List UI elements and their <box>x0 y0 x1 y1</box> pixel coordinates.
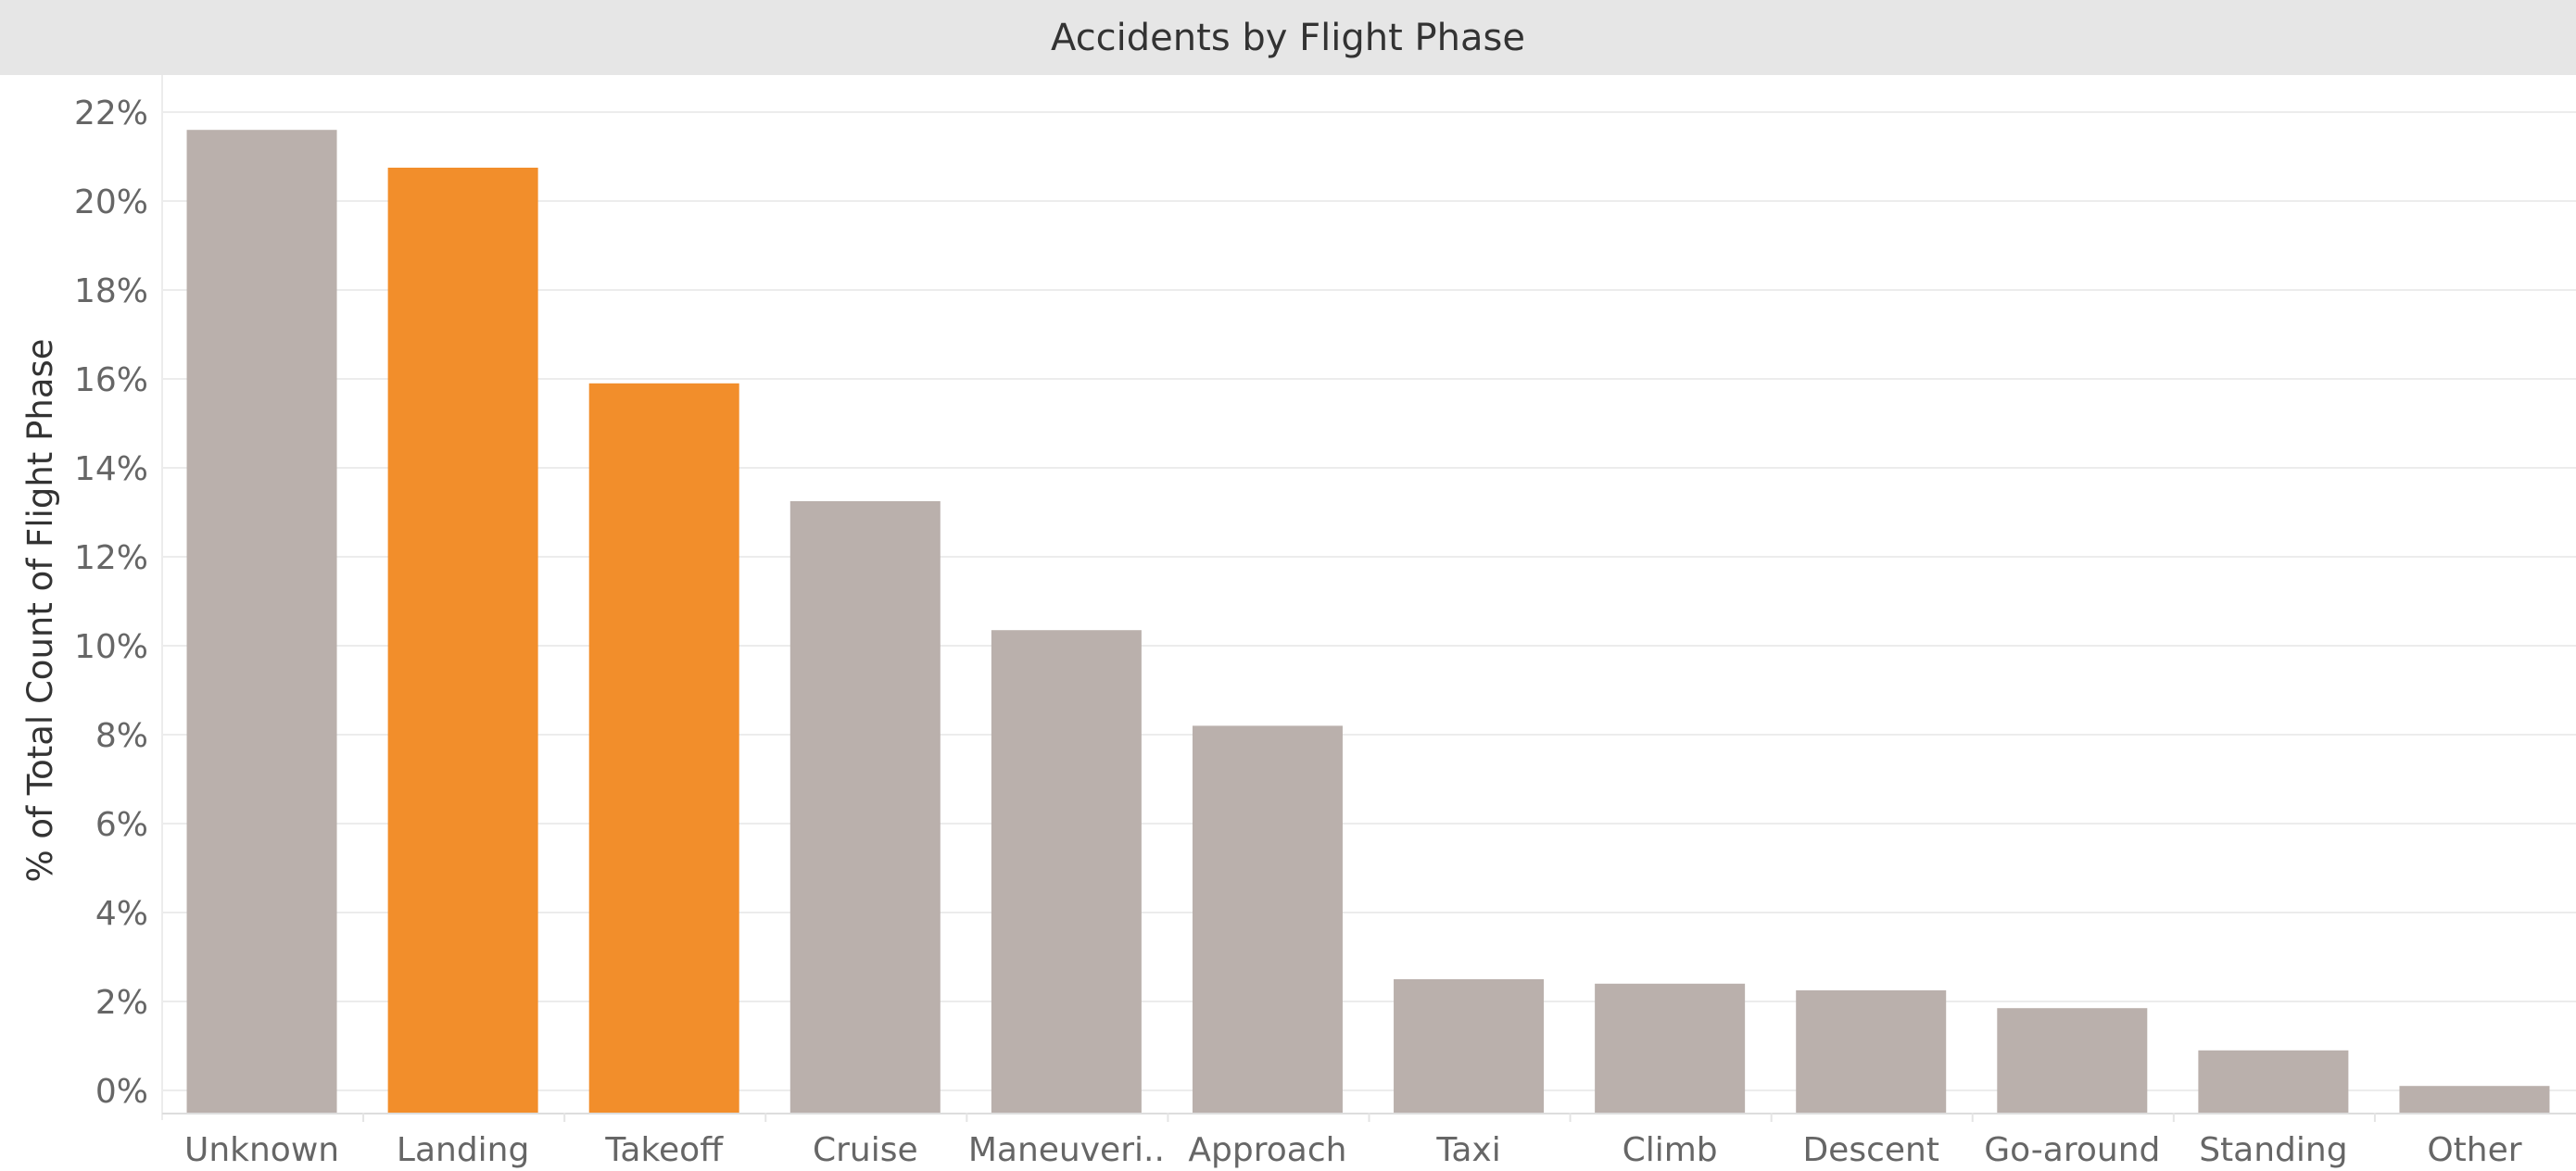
bar-taxi[interactable] <box>1394 979 1545 1113</box>
x-tick-label: Cruise <box>813 1131 918 1169</box>
y-axis-label: % of Total Count of Flight Phase <box>20 338 60 882</box>
bar-cruise[interactable] <box>789 501 941 1113</box>
y-tick-label: 8% <box>95 717 148 755</box>
x-tick-label: Other <box>2427 1131 2521 1169</box>
y-tick-label: 12% <box>74 539 148 577</box>
x-tick-label: Approach <box>1188 1131 1346 1169</box>
y-tick-label: 20% <box>74 183 148 221</box>
bar-approach[interactable] <box>1192 725 1343 1113</box>
x-tick-label: Unknown <box>184 1131 339 1169</box>
bar-standing[interactable] <box>2198 1050 2349 1113</box>
x-tick-label: Maneuveri.. <box>968 1131 1165 1169</box>
chart-title-bar: Accidents by Flight Phase <box>0 0 2576 75</box>
y-axis-ticks: 0% 2% 4% 6% 8% 10% 12% 14% 16% 18% 20% 22% <box>74 94 148 1111</box>
x-tick-label: Takeoff <box>604 1131 724 1169</box>
y-tick-label: 16% <box>74 361 148 399</box>
bar-other[interactable] <box>2399 1086 2550 1113</box>
chart-title: Accidents by Flight Phase <box>1051 16 1525 59</box>
y-tick-label: 22% <box>74 94 148 132</box>
bar-takeoff[interactable] <box>588 383 739 1113</box>
bar-unknown[interactable] <box>186 130 337 1114</box>
y-tick-label: 2% <box>95 984 148 1022</box>
y-tick-label: 18% <box>74 272 148 310</box>
bar-chart: 0% 2% 4% 6% 8% 10% 12% 14% 16% 18% 20% 22% Unknown L… <box>20 75 2576 1169</box>
bar-climb[interactable] <box>1595 983 1746 1113</box>
gridlines <box>161 75 2576 1122</box>
y-tick-label: 6% <box>95 806 148 844</box>
x-tick-label: Standing <box>2199 1131 2347 1169</box>
bar-maneuveri[interactable] <box>991 630 1142 1113</box>
x-tick-label: Go-around <box>1984 1131 2160 1169</box>
x-tick-label: Climb <box>1623 1131 1718 1169</box>
y-tick-label: 10% <box>74 628 148 666</box>
y-tick-label: 4% <box>95 895 148 933</box>
x-tick-label: Taxi <box>1435 1131 1500 1169</box>
x-tick-label: Descent <box>1802 1131 1939 1169</box>
y-tick-label: 14% <box>74 450 148 488</box>
bars <box>186 130 2550 1114</box>
x-axis-ticks: Unknown Landing Takeoff Cruise Maneuveri.. Ap… <box>184 1131 2522 1169</box>
x-tick-label: Landing <box>397 1131 529 1169</box>
bar-descent[interactable] <box>1796 990 1947 1113</box>
bar-go-around[interactable] <box>1997 1008 2148 1113</box>
bar-landing[interactable] <box>387 168 538 1113</box>
y-tick-label: 0% <box>95 1073 148 1111</box>
